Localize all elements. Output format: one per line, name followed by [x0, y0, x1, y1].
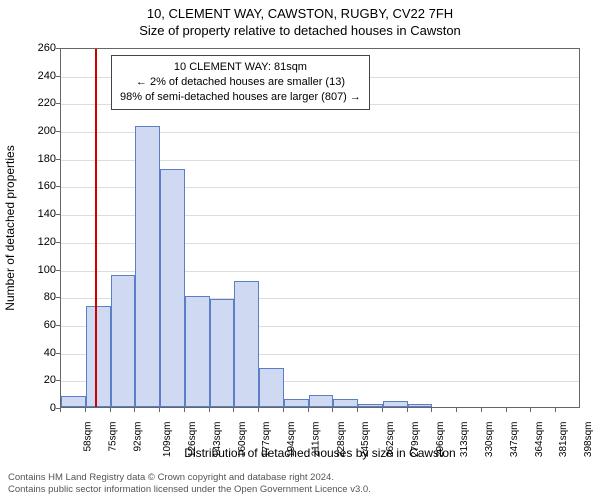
x-tick-mark	[283, 408, 284, 412]
y-tick-label: 80	[26, 291, 56, 303]
histogram-bar	[234, 281, 259, 407]
y-tick-mark	[56, 103, 60, 104]
x-tick-mark	[159, 408, 160, 412]
y-tick-label: 60	[26, 319, 56, 331]
y-tick-mark	[56, 214, 60, 215]
x-tick-label: 398sqm	[583, 422, 594, 458]
x-tick-mark	[184, 408, 185, 412]
x-tick-label: 109sqm	[162, 422, 173, 458]
y-tick-mark	[56, 242, 60, 243]
x-tick-label: 58sqm	[83, 422, 94, 452]
x-tick-mark	[60, 408, 61, 412]
annotation-box: 10 CLEMENT WAY: 81sqm ← 2% of detached h…	[111, 55, 370, 110]
x-tick-label: 194sqm	[286, 422, 297, 458]
x-tick-label: 313sqm	[460, 422, 471, 458]
histogram-bar	[61, 396, 86, 407]
histogram-bar	[259, 368, 284, 407]
x-tick-label: 228sqm	[336, 422, 347, 458]
x-tick-mark	[110, 408, 111, 412]
y-tick-label: 160	[26, 180, 56, 192]
y-tick-label: 20	[26, 374, 56, 386]
y-tick-label: 120	[26, 236, 56, 248]
chart-title-subtitle: Size of property relative to detached ho…	[0, 21, 600, 38]
x-tick-label: 160sqm	[237, 422, 248, 458]
x-tick-label: 143sqm	[212, 422, 223, 458]
annotation-line2: ← 2% of detached houses are smaller (13)	[120, 75, 361, 90]
y-tick-mark	[56, 270, 60, 271]
histogram-bar	[160, 169, 185, 407]
x-tick-mark	[506, 408, 507, 412]
histogram-bar	[284, 399, 309, 407]
x-tick-label: 126sqm	[187, 422, 198, 458]
y-tick-label: 140	[26, 208, 56, 220]
footer-line2: Contains public sector information licen…	[8, 484, 592, 496]
y-tick-mark	[56, 380, 60, 381]
y-tick-mark	[56, 297, 60, 298]
y-tick-label: 220	[26, 97, 56, 109]
histogram-bar	[135, 126, 160, 407]
histogram-bar	[309, 395, 334, 407]
footer-credits: Contains HM Land Registry data © Crown c…	[8, 472, 592, 496]
x-tick-label: 347sqm	[509, 422, 520, 458]
y-tick-label: 40	[26, 347, 56, 359]
histogram-bar	[333, 399, 358, 407]
y-tick-mark	[56, 325, 60, 326]
x-tick-label: 92sqm	[132, 422, 143, 452]
plot-area: 10 CLEMENT WAY: 81sqm ← 2% of detached h…	[60, 48, 580, 408]
x-tick-label: 330sqm	[484, 422, 495, 458]
chart-title-address: 10, CLEMENT WAY, CAWSTON, RUGBY, CV22 7F…	[0, 0, 600, 21]
y-tick-label: 100	[26, 264, 56, 276]
x-tick-mark	[382, 408, 383, 412]
annotation-line3: 98% of semi-detached houses are larger (…	[120, 90, 361, 105]
x-tick-label: 177sqm	[261, 422, 272, 458]
y-tick-mark	[56, 48, 60, 49]
histogram-bar	[408, 404, 433, 407]
x-tick-label: 364sqm	[534, 422, 545, 458]
histogram-bar	[358, 404, 383, 407]
x-tick-mark	[407, 408, 408, 412]
y-tick-label: 260	[26, 42, 56, 54]
histogram-bar	[86, 306, 111, 407]
chart-container: 10, CLEMENT WAY, CAWSTON, RUGBY, CV22 7F…	[0, 0, 600, 500]
x-tick-mark	[308, 408, 309, 412]
x-tick-mark	[258, 408, 259, 412]
x-tick-label: 279sqm	[410, 422, 421, 458]
x-tick-mark	[332, 408, 333, 412]
y-axis-label: Number of detached properties	[3, 145, 17, 310]
y-tick-mark	[56, 76, 60, 77]
y-tick-label: 200	[26, 125, 56, 137]
x-tick-mark	[431, 408, 432, 412]
x-tick-label: 296sqm	[435, 422, 446, 458]
x-tick-label: 262sqm	[385, 422, 396, 458]
y-tick-mark	[56, 186, 60, 187]
x-tick-mark	[357, 408, 358, 412]
x-tick-mark	[85, 408, 86, 412]
marker-line	[95, 49, 97, 407]
x-tick-mark	[481, 408, 482, 412]
y-tick-label: 240	[26, 70, 56, 82]
x-tick-mark	[209, 408, 210, 412]
x-tick-label: 381sqm	[559, 422, 570, 458]
x-tick-label: 75sqm	[107, 422, 118, 452]
y-tick-mark	[56, 353, 60, 354]
x-tick-mark	[530, 408, 531, 412]
histogram-bar	[185, 296, 210, 407]
y-tick-label: 0	[26, 402, 56, 414]
histogram-bar	[210, 299, 235, 407]
x-tick-mark	[456, 408, 457, 412]
x-tick-mark	[555, 408, 556, 412]
y-tick-mark	[56, 131, 60, 132]
annotation-line1: 10 CLEMENT WAY: 81sqm	[120, 60, 361, 75]
footer-line1: Contains HM Land Registry data © Crown c…	[8, 472, 592, 484]
x-tick-label: 211sqm	[310, 422, 321, 457]
x-tick-label: 245sqm	[360, 422, 371, 458]
x-tick-mark	[134, 408, 135, 412]
x-tick-mark	[233, 408, 234, 412]
histogram-bar	[383, 401, 408, 407]
y-tick-label: 180	[26, 153, 56, 165]
y-tick-mark	[56, 159, 60, 160]
histogram-bar	[111, 275, 136, 407]
